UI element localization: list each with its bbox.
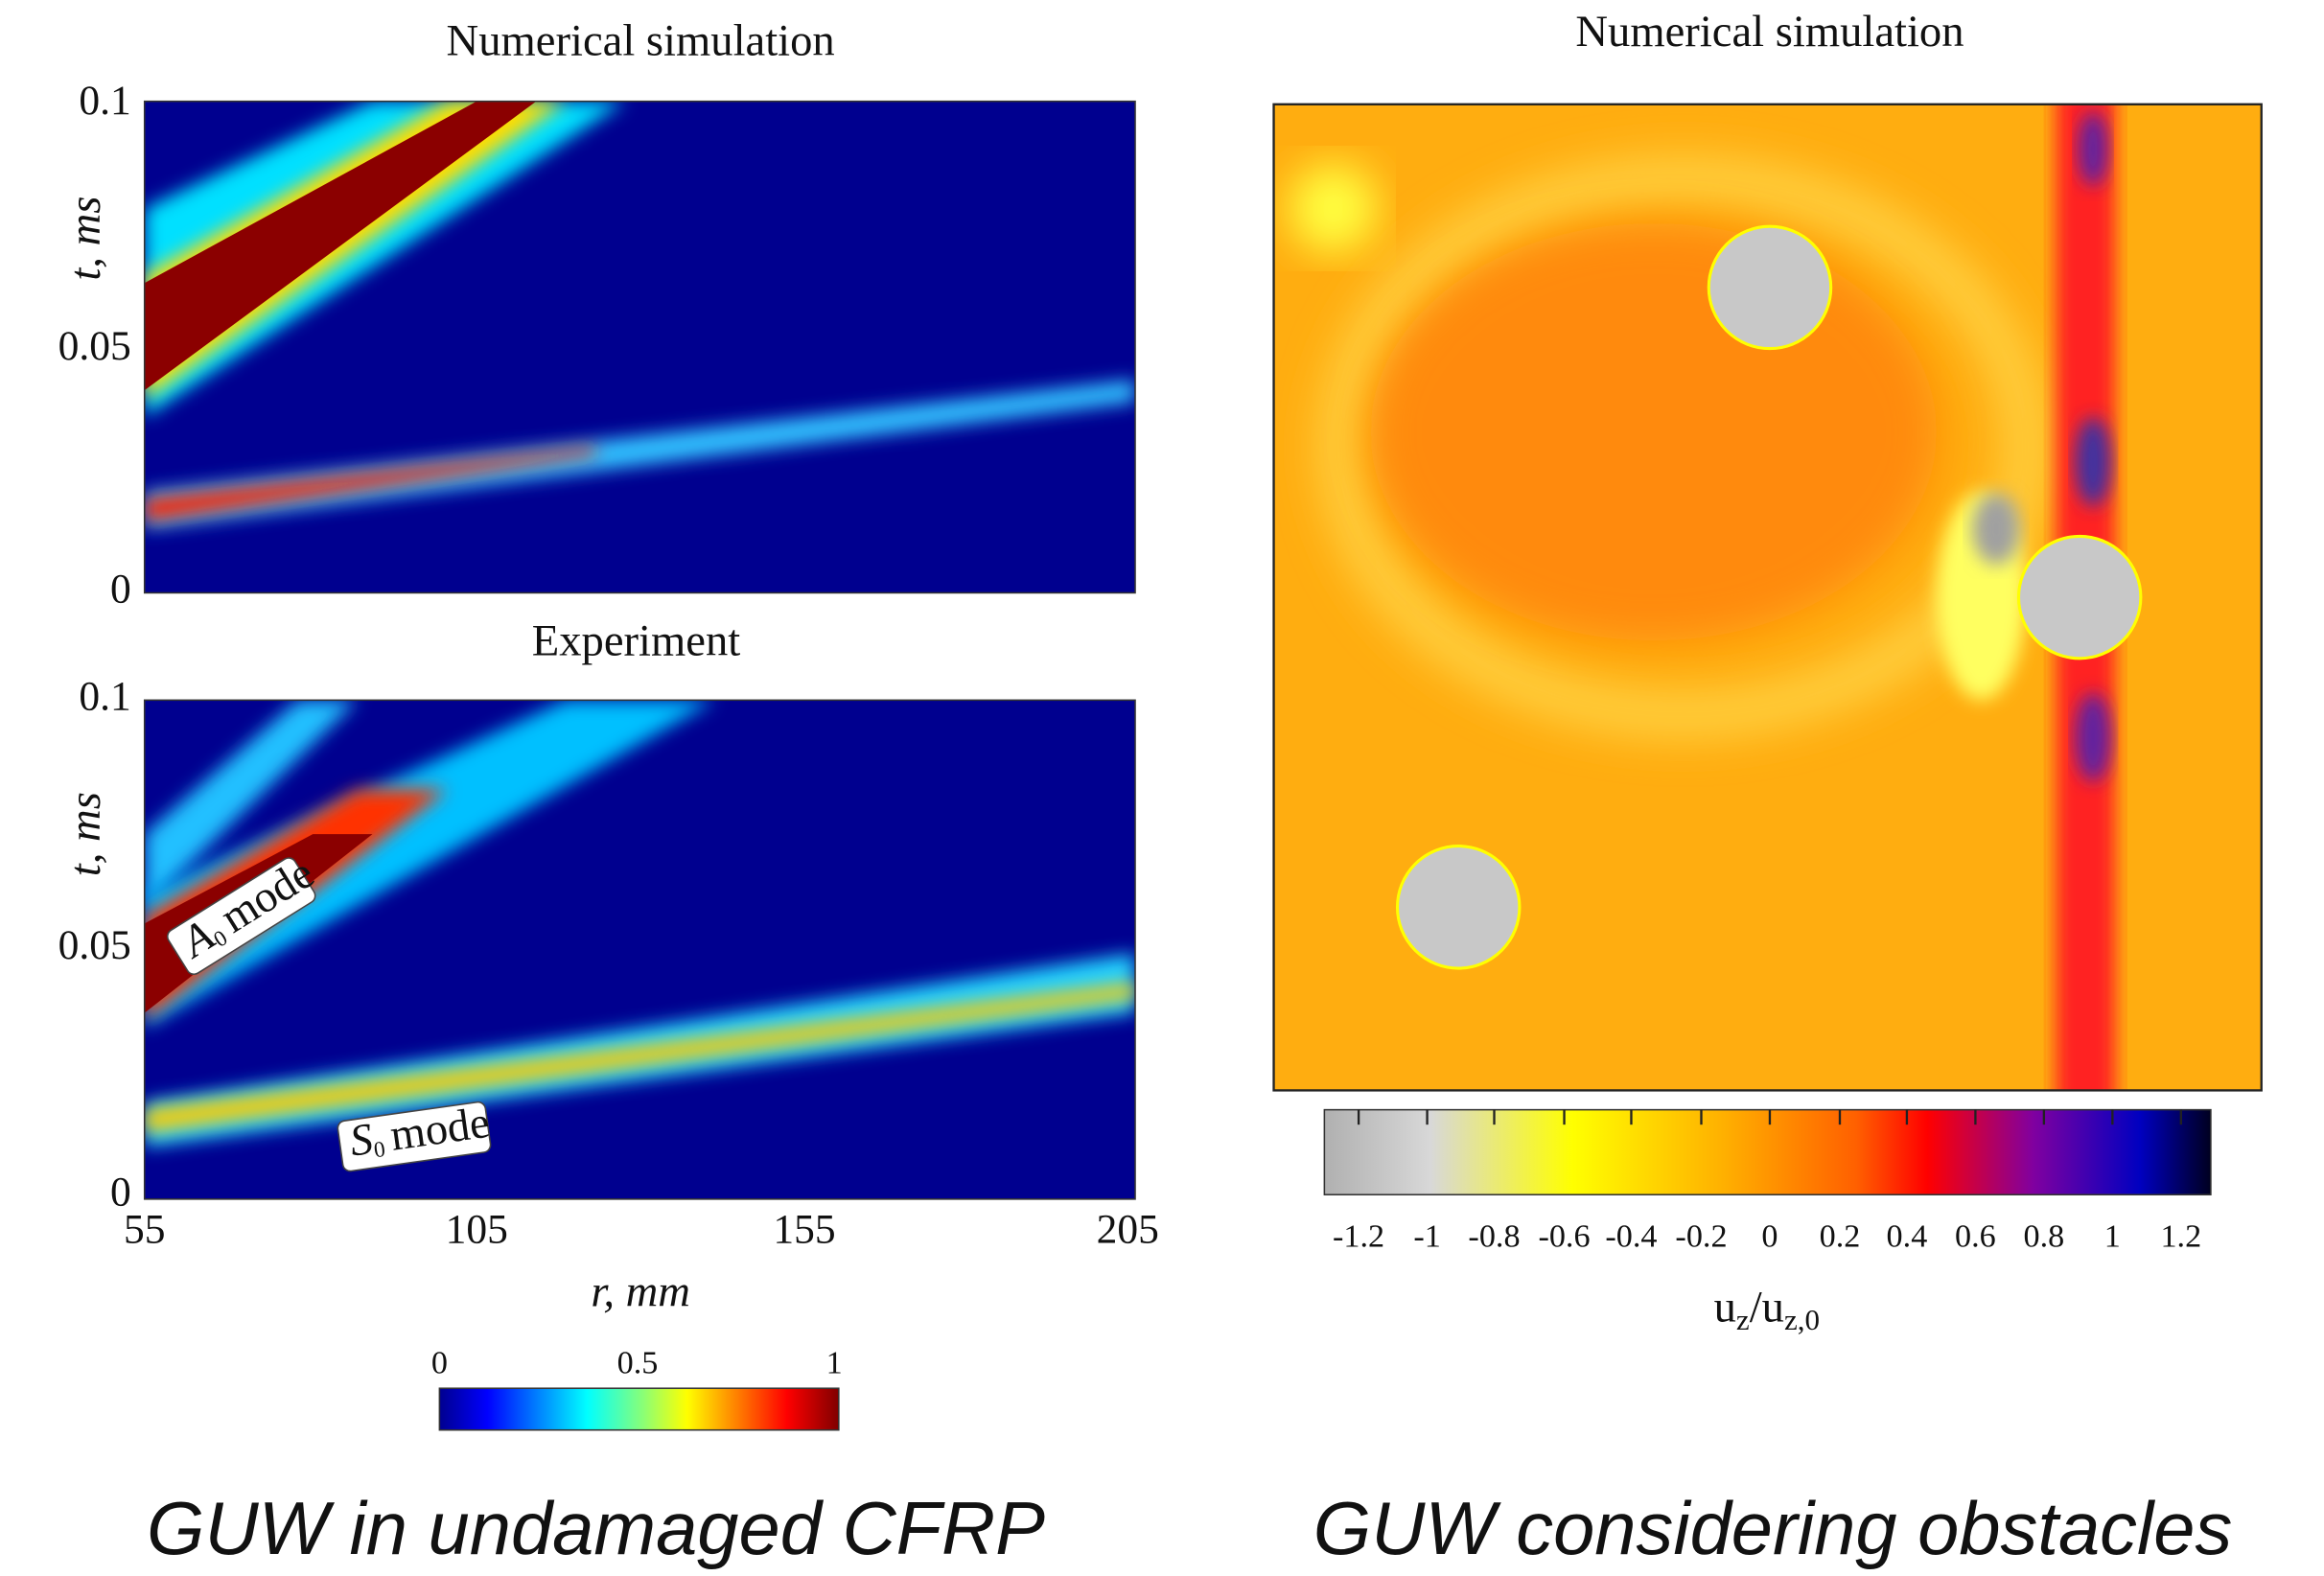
colorbar-tick-labels: -1.2 -1 -0.8 -0.6 -0.4 -0.2 0 0.2 0.4 0.… [1333, 1219, 2201, 1255]
y-tick-label: 0 [110, 1170, 131, 1216]
label-part: z,0 [1784, 1303, 1820, 1336]
annotation: S0mode [337, 1098, 493, 1172]
colorbar-tick-label: -1 [1413, 1219, 1440, 1255]
colorbar-tick-label: -0.6 [1538, 1219, 1590, 1255]
panel-title: Experiment [532, 616, 740, 666]
colorbar-tick-label: -0.8 [1468, 1219, 1520, 1255]
colorbar-label: uz/uz,0 [1714, 1282, 1820, 1336]
y-axis-label: t, ms [60, 197, 110, 281]
caption: GUW in undamaged CFRP [147, 1488, 1045, 1570]
colorbar-tick-label: 0 [1761, 1219, 1778, 1255]
colorbar-tick-label: 1 [826, 1346, 843, 1381]
colorbar [438, 1387, 840, 1431]
panel-title: Numerical simulation [447, 15, 835, 65]
colorbar-tick-label: 0 [431, 1346, 448, 1381]
y-axis-label: t, ms [60, 792, 110, 876]
colorbar-tick-label: 0.8 [2024, 1219, 2065, 1255]
label-part: z [1736, 1303, 1750, 1336]
colorbar-tick-label: 0.2 [1820, 1219, 1861, 1255]
label-part: u [1714, 1282, 1736, 1332]
y-tick-label: 0 [110, 566, 131, 612]
y-tick-label: 0.1 [79, 673, 130, 719]
y-tick-label: 0.05 [58, 323, 131, 369]
colorbar [1323, 1108, 2212, 1195]
colorbar-tick-label: 1.2 [2160, 1219, 2201, 1255]
colorbar-tick-label: -0.2 [1675, 1219, 1727, 1255]
colorbar-ticks [1357, 1109, 2182, 1125]
heatmap-experiment [144, 700, 1136, 1199]
x-tick-label: 205 [1097, 1207, 1159, 1253]
colorbar-tick-label: 0.5 [617, 1346, 659, 1381]
colorbar-tick-label: 1 [2104, 1219, 2121, 1255]
colorbar-tick-label: -0.4 [1605, 1219, 1657, 1255]
annotation-subscript: 0 [372, 1137, 386, 1163]
x-axis-label: r, mm [591, 1267, 690, 1317]
colorbar-tick-label: 0.6 [1955, 1219, 1996, 1255]
colorbar-tick-label: 0.4 [1887, 1219, 1928, 1255]
y-tick-label: 0.05 [58, 922, 131, 968]
x-tick-label: 155 [773, 1207, 835, 1253]
label-part: / [1750, 1282, 1762, 1332]
y-tick-label: 0.1 [79, 78, 130, 124]
panel-title: Numerical simulation [1575, 7, 1964, 57]
x-tick-label: 105 [446, 1207, 508, 1253]
label-part: u [1762, 1282, 1784, 1332]
heatmap-simulation [144, 101, 1136, 593]
heatmap-obstacles [1273, 104, 2262, 1091]
colorbar-tick-label: -1.2 [1333, 1219, 1384, 1255]
x-tick-label: 55 [124, 1207, 166, 1253]
caption: GUW considering obstacles [1313, 1488, 2233, 1570]
